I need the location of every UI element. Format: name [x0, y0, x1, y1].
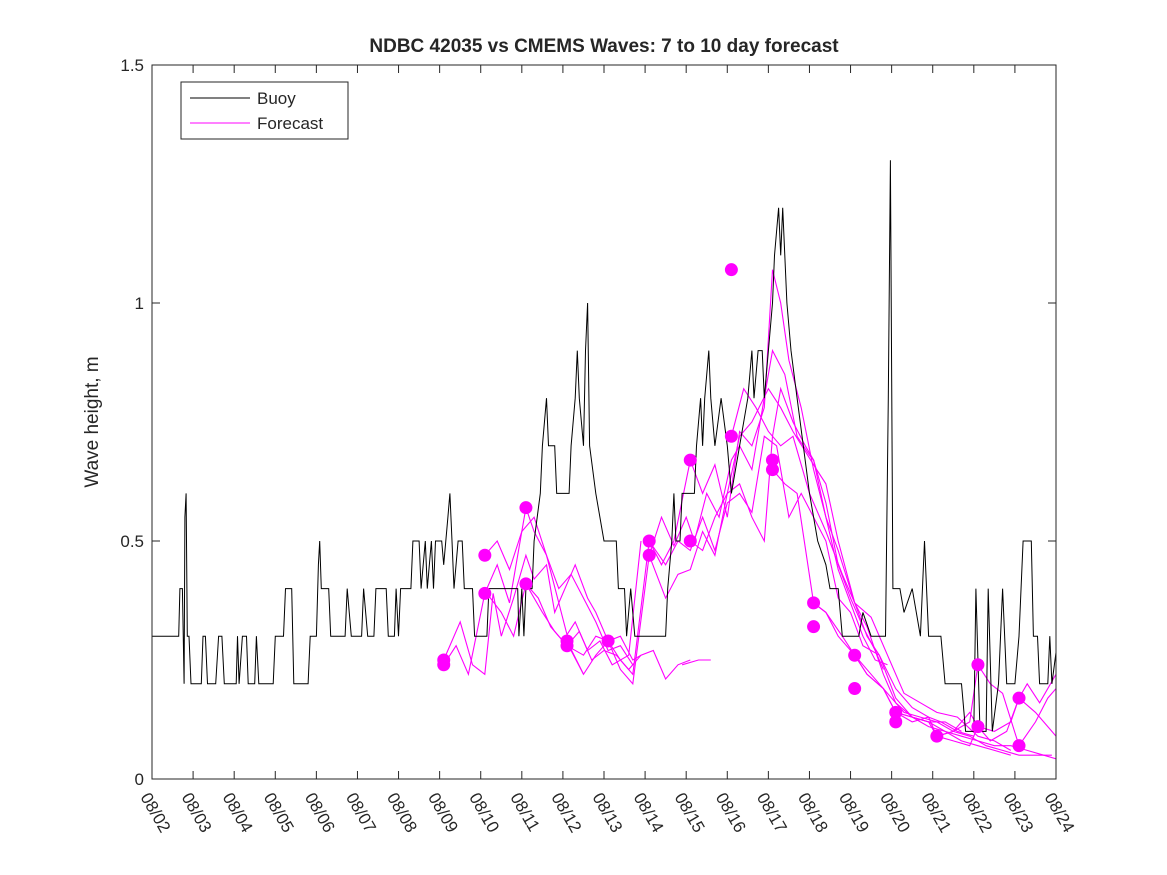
forecast-start-marker	[683, 453, 697, 467]
forecast-start-marker	[765, 453, 779, 467]
forecast-line	[689, 387, 1012, 751]
forecast-start-marker	[971, 720, 985, 734]
forecast-start-marker	[889, 715, 903, 729]
forecast-start-marker	[1012, 739, 1026, 753]
forecast-start-marker	[765, 463, 779, 477]
forecast-line	[730, 387, 1011, 756]
forecast-start-marker	[478, 586, 492, 600]
y-tick-label: 1.5	[120, 56, 144, 75]
forecast-start-marker	[601, 634, 615, 648]
forecast-start-marker	[478, 548, 492, 562]
forecast-start-marker	[930, 729, 944, 743]
forecast-line	[648, 386, 974, 737]
forecast-start-marker	[724, 263, 738, 277]
forecast-start-marker	[437, 658, 451, 672]
forecast-line	[443, 507, 634, 677]
legend-buoy-label: Buoy	[257, 89, 296, 108]
forecast-line	[566, 348, 884, 686]
forecast-line	[681, 659, 711, 666]
y-tick-label: 0	[135, 770, 144, 789]
forecast-start-marker	[642, 548, 656, 562]
forecast-start-marker	[519, 577, 533, 591]
forecast-start-marker	[642, 534, 656, 548]
plot-area	[152, 65, 1056, 779]
y-tick-label: 1	[135, 294, 144, 313]
forecast-start-marker	[848, 682, 862, 696]
y-axis-label: Wave height, m	[82, 356, 103, 487]
legend-forecast-label: Forecast	[257, 114, 323, 133]
forecast-start-marker	[519, 501, 533, 515]
forecast-line	[895, 663, 1056, 747]
forecast-start-marker	[1012, 691, 1026, 705]
forecast-start-marker	[560, 639, 574, 653]
forecast-start-marker	[889, 705, 903, 719]
legend-box	[180, 81, 349, 140]
chart-title: NDBC 42035 vs CMEMS Waves: 7 to 10 day f…	[369, 36, 839, 57]
forecast-line	[525, 583, 691, 681]
y-tick-label: 0.5	[120, 532, 144, 551]
series-layer	[152, 160, 1056, 760]
forecast-start-marker	[683, 534, 697, 548]
forecast-start-marker	[848, 648, 862, 662]
buoy-line	[152, 160, 1056, 732]
forecast-start-marker	[807, 620, 821, 634]
legend: Buoy Forecast	[180, 81, 349, 140]
forecast-start-marker	[971, 658, 985, 672]
forecast-line	[648, 435, 962, 732]
forecast-start-marker	[724, 429, 738, 443]
forecast-start-marker	[807, 596, 821, 610]
